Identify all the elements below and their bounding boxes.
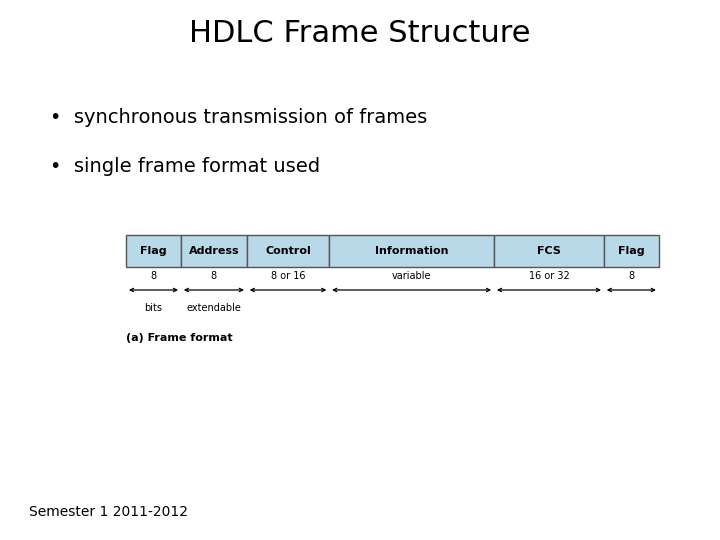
Text: Flag: Flag: [618, 246, 644, 256]
Text: 8: 8: [150, 271, 156, 281]
Text: HDLC Frame Structure: HDLC Frame Structure: [189, 19, 531, 48]
Bar: [181, 235, 247, 267]
Text: (a) Frame format: (a) Frame format: [126, 333, 233, 343]
Text: 8: 8: [629, 271, 634, 281]
Text: extendable: extendable: [186, 303, 241, 314]
Text: Flag: Flag: [140, 246, 167, 256]
Text: •  synchronous transmission of frames: • synchronous transmission of frames: [50, 108, 428, 127]
Text: 16 or 32: 16 or 32: [528, 271, 570, 281]
Text: •  single frame format used: • single frame format used: [50, 157, 320, 176]
Text: Information: Information: [375, 246, 449, 256]
Bar: [494, 235, 604, 267]
Text: Semester 1 2011-2012: Semester 1 2011-2012: [29, 505, 188, 519]
Text: bits: bits: [145, 303, 163, 314]
Bar: [329, 235, 494, 267]
Bar: [247, 235, 329, 267]
Bar: [604, 235, 659, 267]
Text: Address: Address: [189, 246, 239, 256]
Bar: [126, 235, 181, 267]
Text: 8: 8: [211, 271, 217, 281]
Text: Control: Control: [265, 246, 311, 256]
Text: 8 or 16: 8 or 16: [271, 271, 305, 281]
Text: FCS: FCS: [537, 246, 561, 256]
Text: variable: variable: [392, 271, 431, 281]
